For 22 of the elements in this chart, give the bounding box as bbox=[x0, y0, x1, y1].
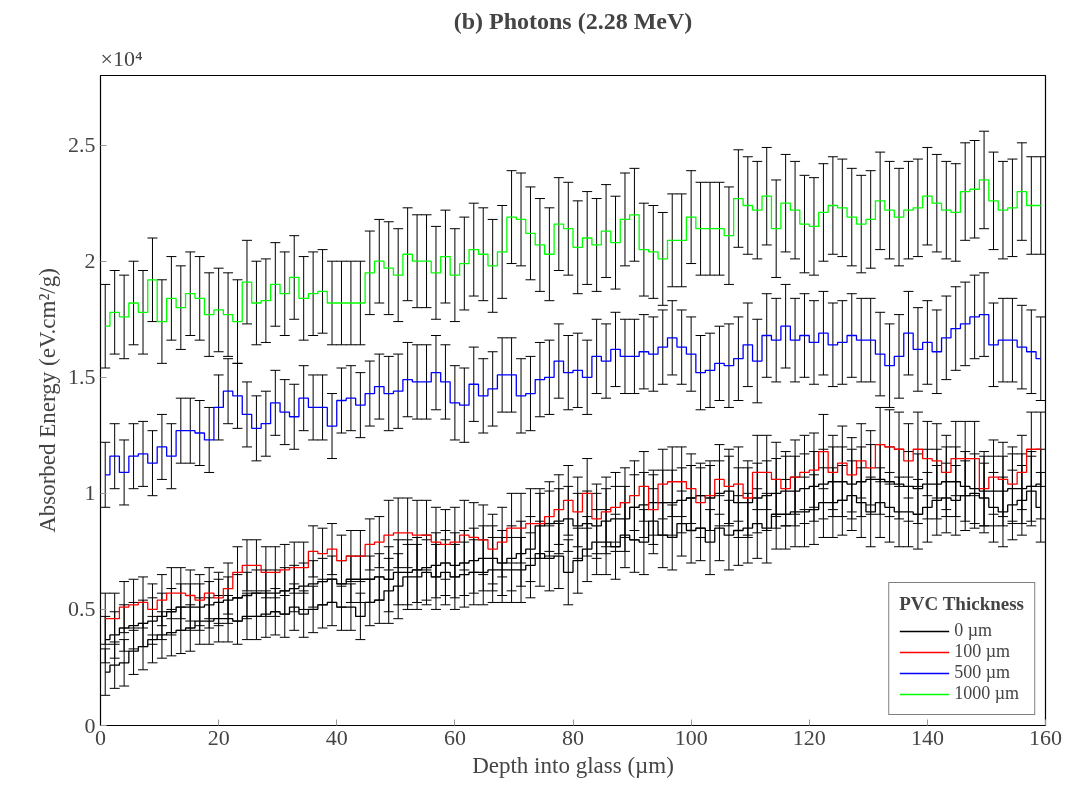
x-axis-title: Depth into glass (µm) bbox=[472, 752, 674, 778]
x-tick-label: 60 bbox=[443, 724, 466, 750]
x-tick-label: 40 bbox=[325, 724, 348, 750]
x-tick-label: 100 bbox=[674, 724, 708, 750]
x-tick-label: 80 bbox=[562, 724, 584, 750]
y-tick-label: 2 bbox=[84, 248, 96, 274]
chart-title: (b) Photons (2.28 MeV) bbox=[453, 7, 693, 34]
text: ×10⁴ bbox=[100, 45, 143, 71]
legend-title: PVC Thickness bbox=[899, 593, 1024, 615]
x-tick-label: 140 bbox=[910, 724, 944, 750]
x-tick-label: 120 bbox=[792, 724, 826, 750]
y-tick-label: 1.5 bbox=[68, 364, 96, 390]
y-tick-label: 2.5 bbox=[68, 132, 96, 158]
y-tick-label: 1 bbox=[84, 480, 96, 506]
x-tick-label: 20 bbox=[207, 724, 230, 750]
x-tick-label: 160 bbox=[1029, 724, 1062, 750]
legend-label: 1000 µm bbox=[954, 683, 1020, 704]
legend-label: 100 µm bbox=[954, 641, 1011, 662]
y-axis-title: Absorbed Energy (eV.cm²/g) bbox=[35, 268, 60, 533]
y-tick-label: 0.5 bbox=[68, 596, 96, 622]
legend-label: 500 µm bbox=[954, 662, 1011, 683]
legend-label: 0 µm bbox=[954, 620, 993, 641]
